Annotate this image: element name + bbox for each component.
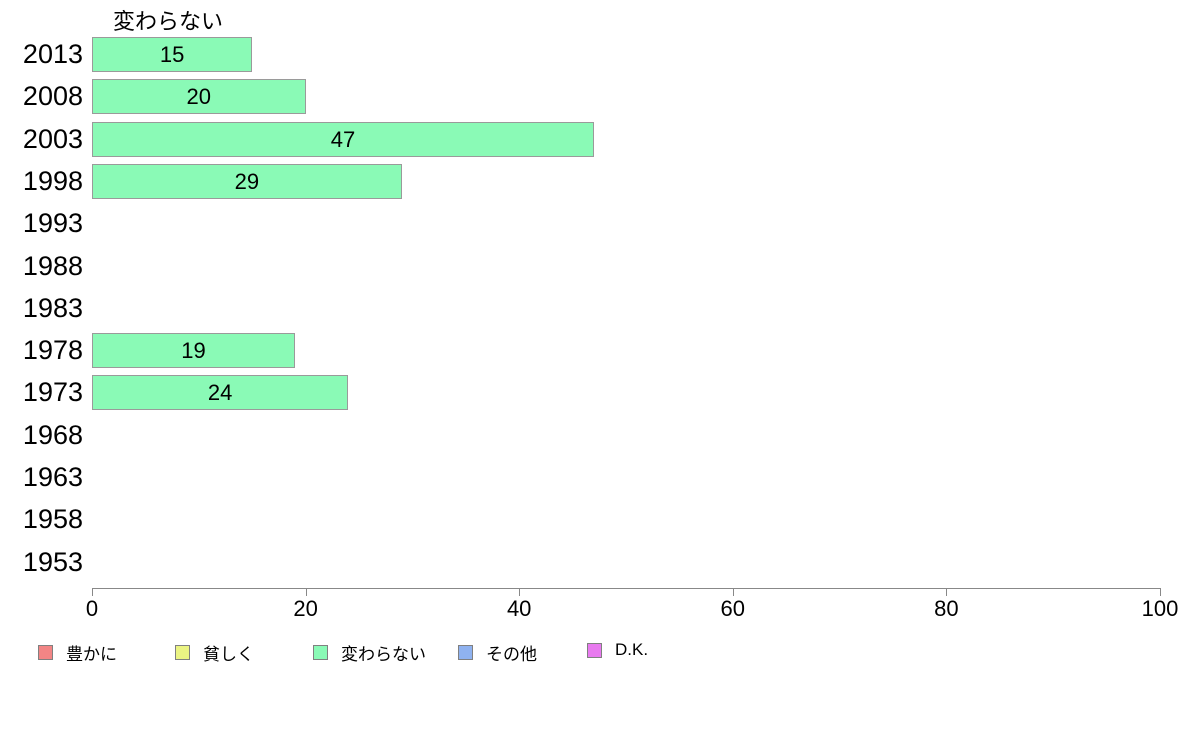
category-label: 1968 (22, 419, 83, 450)
bar: 29 (92, 163, 402, 199)
bar: 19 (92, 333, 295, 369)
bar-value-label: 15 (159, 42, 185, 67)
category-label: 1988 (22, 250, 83, 281)
legend-item: その他 (458, 640, 537, 665)
bar-value-label: 19 (181, 338, 206, 364)
legend-swatch (458, 645, 473, 660)
legend-item: D.K. (587, 640, 648, 660)
x-tick-mark (305, 588, 307, 596)
x-tick-mark (1160, 588, 1161, 596)
legend-label: D.K. (615, 640, 649, 659)
x-tick-mark (519, 588, 521, 596)
category-label: 1973 (22, 377, 83, 408)
category-label: 2003 (22, 123, 83, 154)
category-label: 1998 (22, 165, 83, 196)
category-label: 1958 (22, 504, 83, 535)
legend-swatch (175, 645, 190, 660)
legend-swatch (38, 645, 53, 660)
x-tick-mark (946, 588, 948, 596)
category-label: 2008 (22, 81, 83, 112)
bar-value-label: 29 (234, 168, 260, 194)
category-label: 1963 (22, 462, 83, 492)
bar: 47 (92, 121, 594, 157)
chart-title: 変わらない (113, 9, 224, 34)
bar-value-label: 47 (330, 126, 356, 152)
x-tick-mark (92, 588, 93, 596)
category-label: 1983 (22, 292, 83, 323)
bar-value-label: 24 (207, 380, 233, 406)
x-tick-label: 0 (85, 596, 99, 621)
x-tick-label: 60 (720, 596, 746, 621)
bar: 24 (92, 375, 349, 411)
x-tick-mark (732, 588, 734, 596)
legend-label: その他 (486, 645, 537, 664)
x-tick-label: 40 (506, 596, 532, 621)
x-tick-label: 80 (934, 596, 959, 621)
legend-item: 豊かに (38, 640, 117, 665)
category-label: 2013 (22, 39, 83, 69)
x-axis-line (92, 588, 1161, 589)
legend-label: 変わらない (341, 645, 426, 664)
legend-item: 貧しく (175, 640, 254, 665)
legend-swatch (313, 645, 328, 660)
x-tick-label: 20 (293, 596, 318, 621)
legend-swatch (587, 642, 602, 658)
legend-item: 変わらない (313, 640, 426, 665)
category-label: 1978 (22, 335, 83, 366)
category-label: 1993 (22, 208, 83, 239)
bar: 20 (92, 79, 306, 115)
x-tick-label: 100 (1141, 596, 1179, 621)
legend-label: 豊かに (66, 645, 117, 664)
category-label: 1953 (22, 546, 83, 577)
legend-label: 貧しく (203, 645, 254, 664)
bar: 15 (92, 37, 253, 72)
bar-value-label: 20 (186, 84, 212, 110)
